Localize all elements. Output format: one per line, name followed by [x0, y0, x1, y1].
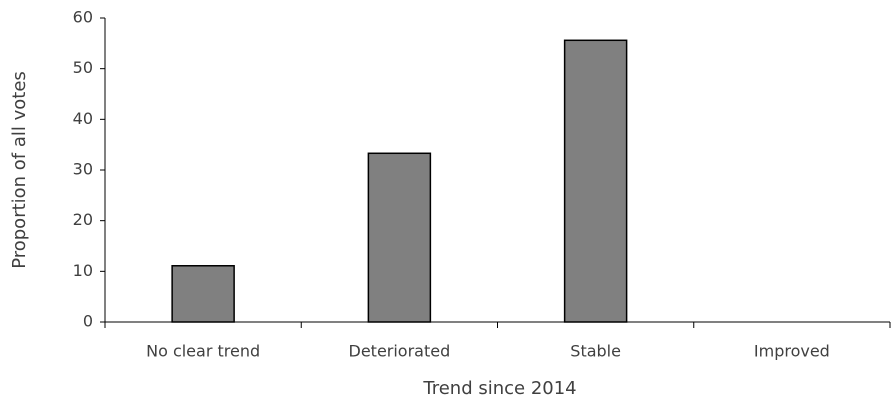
- x-tick-label: Deteriorated: [349, 342, 451, 361]
- x-tick-label: Stable: [570, 342, 621, 361]
- y-axis-label: Proportion of all votes: [9, 71, 30, 269]
- bar: [171, 265, 235, 323]
- bar: [367, 152, 432, 323]
- y-tick-label: 10: [73, 261, 93, 280]
- y-tick-label: 30: [73, 160, 93, 179]
- y-tick-label: 50: [73, 58, 93, 77]
- y-tick-label: 0: [83, 312, 93, 331]
- y-tick-label: 20: [73, 210, 93, 229]
- y-tick-label: 40: [73, 109, 93, 128]
- x-tick-label: Improved: [754, 342, 830, 361]
- x-tick-label: No clear trend: [146, 342, 260, 361]
- bar: [563, 39, 628, 323]
- x-axis-label: Trend since 2014: [422, 378, 576, 399]
- y-tick-label: 60: [73, 8, 93, 27]
